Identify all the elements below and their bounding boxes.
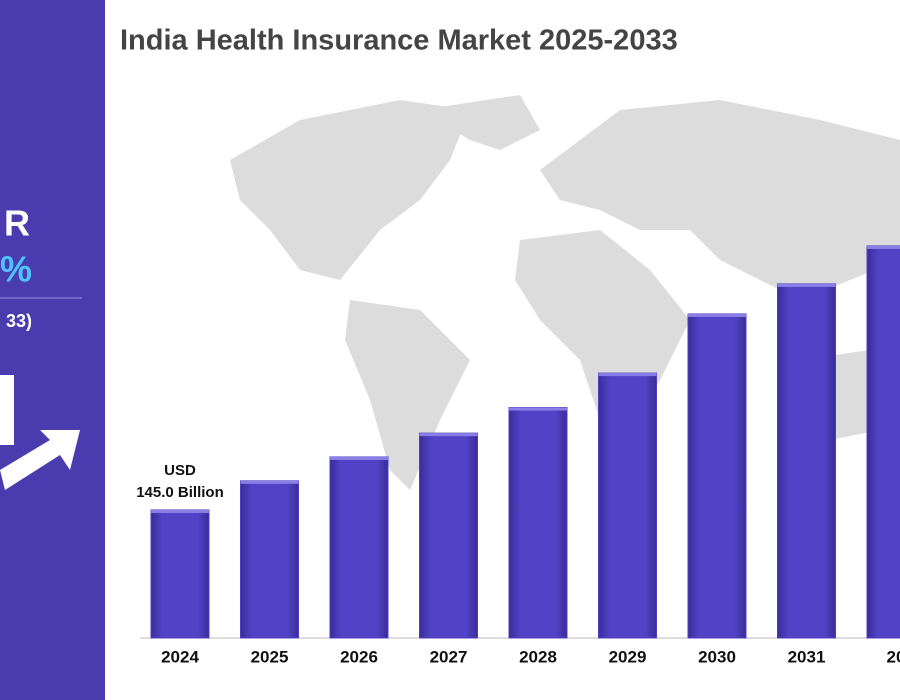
bar xyxy=(329,456,389,639)
x-tick-label: 2024 xyxy=(161,647,199,666)
sidebar xyxy=(0,0,105,700)
x-tick-label: 2031 xyxy=(788,647,826,666)
bar xyxy=(866,245,900,639)
sidebar-period: 33) xyxy=(6,311,32,331)
arrow-icon xyxy=(0,375,80,490)
x-tick-label: 2029 xyxy=(609,647,647,666)
bar-top xyxy=(777,283,836,287)
bar xyxy=(598,372,657,639)
x-tick-label: 2030 xyxy=(698,647,736,666)
chart-title: India Health Insurance Market 2025-2033 xyxy=(120,25,678,57)
bar-top xyxy=(240,480,299,484)
x-tick-label: 2027 xyxy=(430,647,468,666)
bar-top xyxy=(330,456,388,460)
bar-top xyxy=(509,407,567,411)
bar xyxy=(419,432,478,639)
bar xyxy=(508,407,568,639)
bar-top xyxy=(151,509,209,513)
bar-top xyxy=(867,245,900,249)
bar-top xyxy=(419,433,478,437)
bar-top xyxy=(688,313,746,317)
x-tick-label: 20 xyxy=(887,647,900,666)
x-tick-label: 2025 xyxy=(251,647,289,666)
sidebar-label: R xyxy=(4,203,30,244)
sidebar-value: % xyxy=(0,249,32,290)
x-tick-label: 2026 xyxy=(340,647,378,666)
bar xyxy=(240,480,299,639)
x-tick-label: 2028 xyxy=(519,647,557,666)
bar xyxy=(687,313,747,639)
bar xyxy=(150,509,210,639)
value-label: USD 145.0 Billion xyxy=(136,461,224,501)
bar xyxy=(777,283,836,639)
bar-top xyxy=(598,373,657,377)
